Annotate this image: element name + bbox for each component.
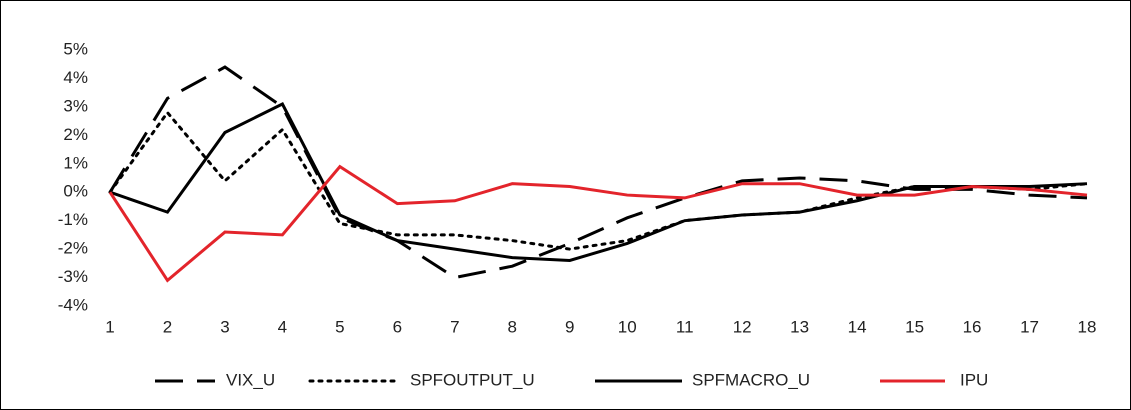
legend-label: VIX_U [226,370,275,389]
x-tick-label: 15 [905,317,924,336]
y-tick-label: 4% [63,68,88,87]
x-tick-label: 5 [335,317,344,336]
y-tick-label: -3% [58,267,88,286]
x-tick-label: 6 [393,317,402,336]
series-line [108,164,1088,283]
y-tick-label: 2% [63,125,88,144]
y-tick-label: -1% [58,210,88,229]
x-tick-label: 9 [565,317,574,336]
y-tick-label: 1% [63,153,88,172]
series-line [109,102,1088,262]
series-line [108,65,1088,280]
legend-label: IPU [960,370,988,389]
y-tick-label: 0% [63,182,88,201]
x-tick-label: 11 [676,317,694,336]
x-tick-label: 12 [733,317,752,336]
y-tick-label: 5% [63,39,88,58]
x-tick-label: 8 [508,317,517,336]
x-tick-label: 17 [1020,317,1039,336]
x-tick-label: 1 [105,317,114,336]
x-tick-label: 2 [163,317,172,336]
series-line [108,110,1089,251]
x-tick-label: 4 [278,317,287,336]
y-tick-label: 3% [63,96,88,115]
x-tick-label: 16 [963,317,982,336]
y-tick-label: -4% [58,295,88,314]
x-tick-label: 10 [618,317,637,336]
legend-label: SPFMACRO_U [692,370,810,389]
x-tick-label: 7 [450,317,459,336]
legend-label: SPFOUTPUT_U [410,370,535,389]
x-tick-label: 14 [848,317,867,336]
x-tick-label: 13 [790,317,809,336]
x-tick-label: 18 [1078,317,1097,336]
y-tick-label: -2% [58,239,88,258]
x-tick-label: 3 [220,317,229,336]
